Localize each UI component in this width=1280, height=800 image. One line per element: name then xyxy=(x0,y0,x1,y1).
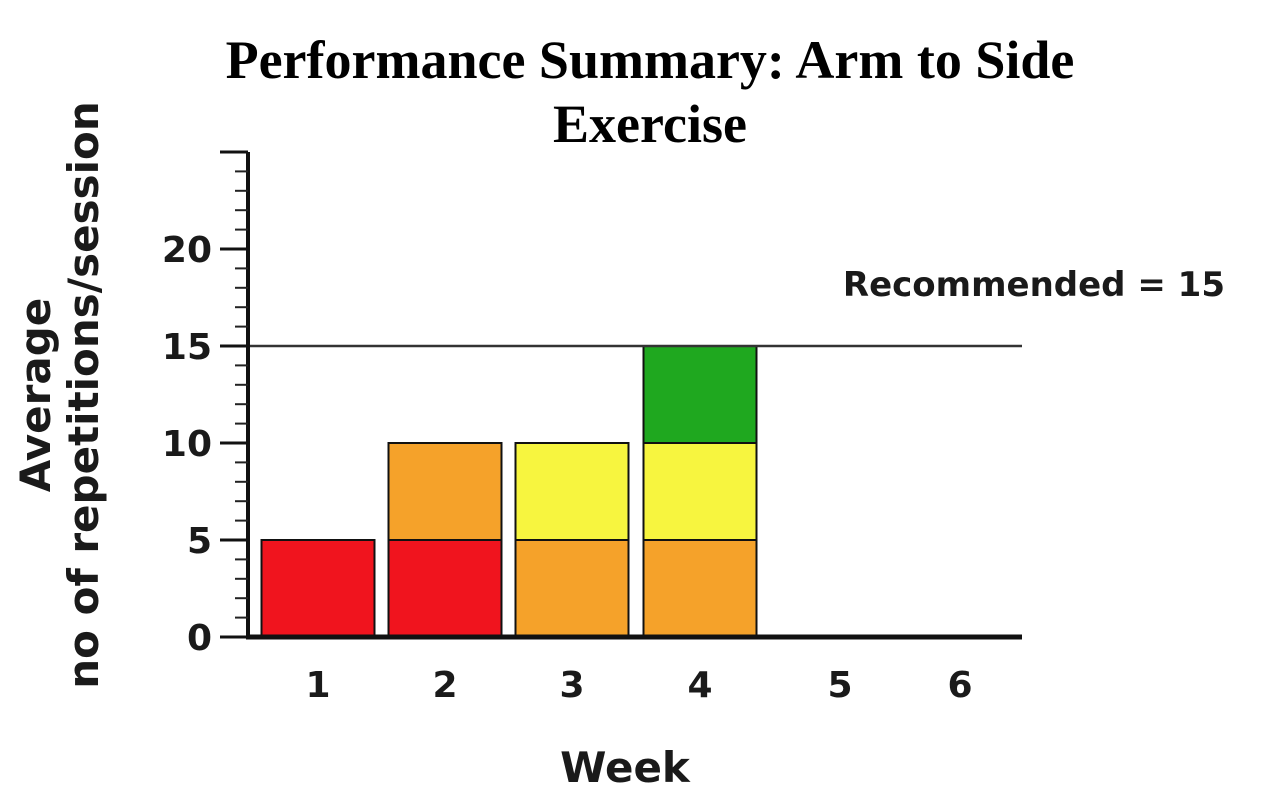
bar-week-1-segment-1 xyxy=(260,539,376,638)
y-axis-label-line-2: no of repetitions/session xyxy=(59,101,108,689)
y-tick-label: 20 xyxy=(162,230,212,271)
y-tick-label: 15 xyxy=(162,327,212,368)
bar-week-3-segment-2 xyxy=(514,442,630,541)
y-tick-label: 10 xyxy=(162,424,212,465)
y-tick-label: 0 xyxy=(187,618,212,659)
bar-week-2-segment-2 xyxy=(387,442,503,541)
y-axis-label-line-1: Average xyxy=(11,298,60,492)
plot-area: Recommended = 15 0 5 10 15 20 1 2 3 4 5 6 xyxy=(162,150,1225,706)
chart-title-line-2: Exercise xyxy=(553,94,747,154)
bar-week-2-segment-1 xyxy=(387,539,503,638)
x-tick-label: 4 xyxy=(687,665,712,706)
recommended-label: Recommended = 15 xyxy=(843,265,1225,305)
x-axis-label: Week xyxy=(560,743,691,792)
y-axis-label: Average no of repetitions/session xyxy=(11,101,108,689)
chart-title-line-1: Performance Summary: Arm to Side xyxy=(225,30,1075,90)
x-tick-label: 6 xyxy=(947,665,972,706)
x-tick-label: 3 xyxy=(559,665,584,706)
x-tick-label: 5 xyxy=(827,665,852,706)
bar-week-4-segment-1 xyxy=(642,539,758,638)
bar-week-4-segment-2 xyxy=(642,442,758,541)
chart-title: Performance Summary: Arm to Side Exercis… xyxy=(0,28,1280,156)
y-tick-label: 5 xyxy=(187,521,212,562)
bar-week-3-segment-1 xyxy=(514,539,630,638)
bar-week-4-segment-3 xyxy=(642,345,758,444)
x-tick-label: 2 xyxy=(432,665,457,706)
x-tick-label: 1 xyxy=(305,665,330,706)
